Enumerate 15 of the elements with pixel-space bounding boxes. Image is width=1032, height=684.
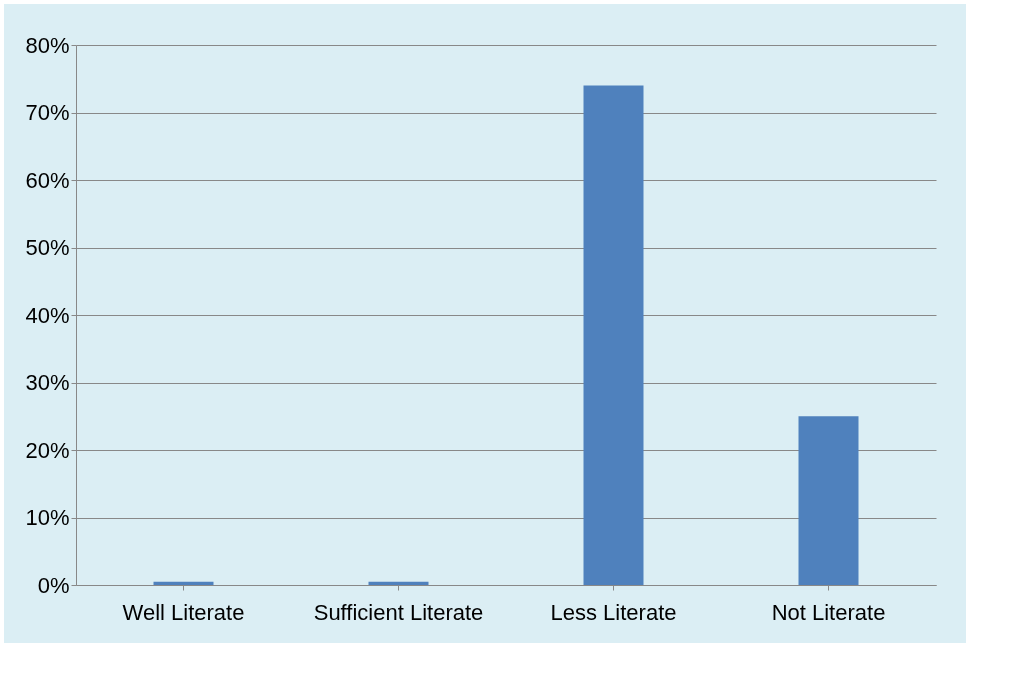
y-tick-label: 50% <box>25 235 70 260</box>
y-tick-label: 80% <box>25 32 70 58</box>
y-tick-label: 0% <box>37 572 70 598</box>
y-tick-label: 10% <box>25 505 70 530</box>
bar <box>583 85 644 585</box>
y-tick-label: 20% <box>25 437 70 463</box>
y-tick-label: 60% <box>25 167 70 193</box>
y-tick-label: 70% <box>25 100 70 125</box>
y-tick-label: 40% <box>25 302 70 328</box>
x-tick-label: Well Literate <box>122 599 245 625</box>
bar <box>798 416 859 585</box>
y-tick-label: 30% <box>25 370 70 395</box>
x-tick-label: Not Literate <box>771 599 886 625</box>
x-tick-label: Sufficient Literate <box>313 599 484 625</box>
x-tick-label: Less Literate <box>550 599 677 625</box>
